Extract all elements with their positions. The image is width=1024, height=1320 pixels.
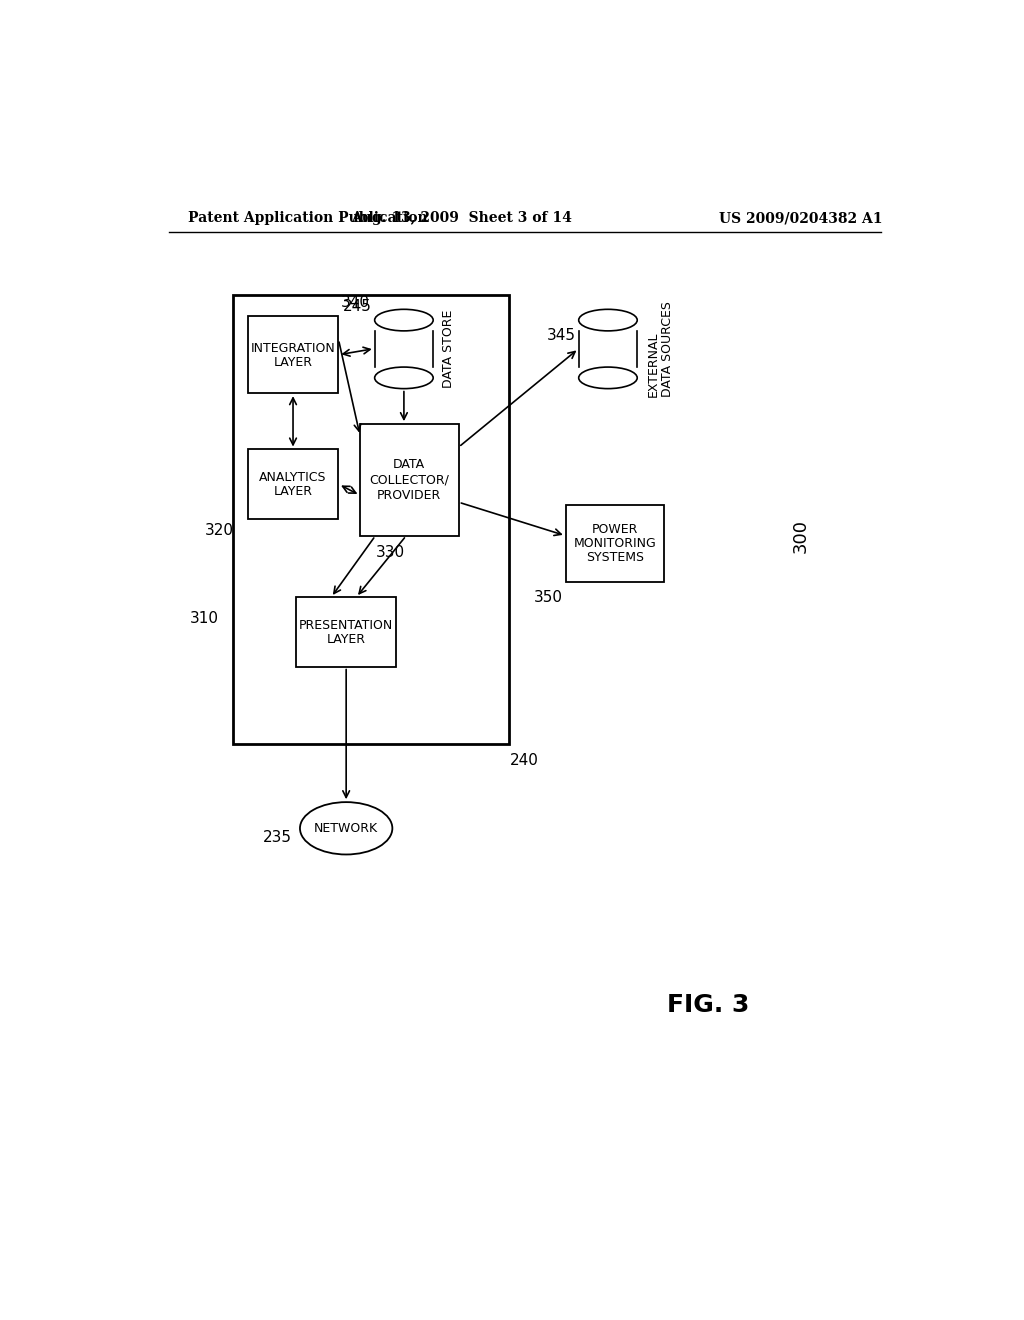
Text: PROVIDER: PROVIDER: [377, 488, 441, 502]
Bar: [296, 597, 396, 667]
Text: LAYER: LAYER: [273, 486, 312, 499]
Text: LAYER: LAYER: [327, 634, 366, 647]
Text: PRESENTATION: PRESENTATION: [299, 619, 393, 632]
Bar: [360, 424, 459, 536]
Text: SYSTEMS: SYSTEMS: [586, 550, 644, 564]
Ellipse shape: [300, 803, 392, 854]
Text: 340: 340: [341, 296, 370, 310]
Text: DATA: DATA: [393, 458, 425, 471]
Text: Aug. 13, 2009  Sheet 3 of 14: Aug. 13, 2009 Sheet 3 of 14: [351, 211, 572, 226]
Text: Patent Application Publication: Patent Application Publication: [188, 211, 428, 226]
Ellipse shape: [579, 309, 637, 331]
Text: 350: 350: [535, 590, 563, 605]
Text: 240: 240: [510, 752, 539, 768]
Text: ANALYTICS: ANALYTICS: [259, 471, 327, 484]
Bar: [233, 296, 509, 743]
Text: 245: 245: [343, 298, 372, 314]
Ellipse shape: [375, 309, 433, 331]
Text: 345: 345: [547, 327, 575, 343]
Text: INTEGRATION: INTEGRATION: [251, 342, 336, 355]
Text: 310: 310: [190, 611, 219, 626]
Bar: [565, 506, 665, 582]
Text: 300: 300: [792, 519, 809, 553]
Bar: [248, 317, 339, 393]
Text: NETWORK: NETWORK: [314, 822, 378, 834]
Text: LAYER: LAYER: [273, 356, 312, 370]
Text: 235: 235: [263, 830, 292, 845]
Bar: [248, 449, 339, 519]
Text: US 2009/0204382 A1: US 2009/0204382 A1: [719, 211, 883, 226]
Text: POWER: POWER: [592, 523, 638, 536]
Text: 330: 330: [376, 545, 404, 560]
Text: EXTERNAL
DATA SOURCES: EXTERNAL DATA SOURCES: [646, 301, 675, 396]
Text: FIG. 3: FIG. 3: [667, 994, 750, 1018]
Text: DATA STORE: DATA STORE: [442, 309, 456, 388]
Text: COLLECTOR/: COLLECTOR/: [370, 474, 450, 486]
Text: MONITORING: MONITORING: [573, 537, 656, 550]
Text: 320: 320: [205, 523, 233, 537]
